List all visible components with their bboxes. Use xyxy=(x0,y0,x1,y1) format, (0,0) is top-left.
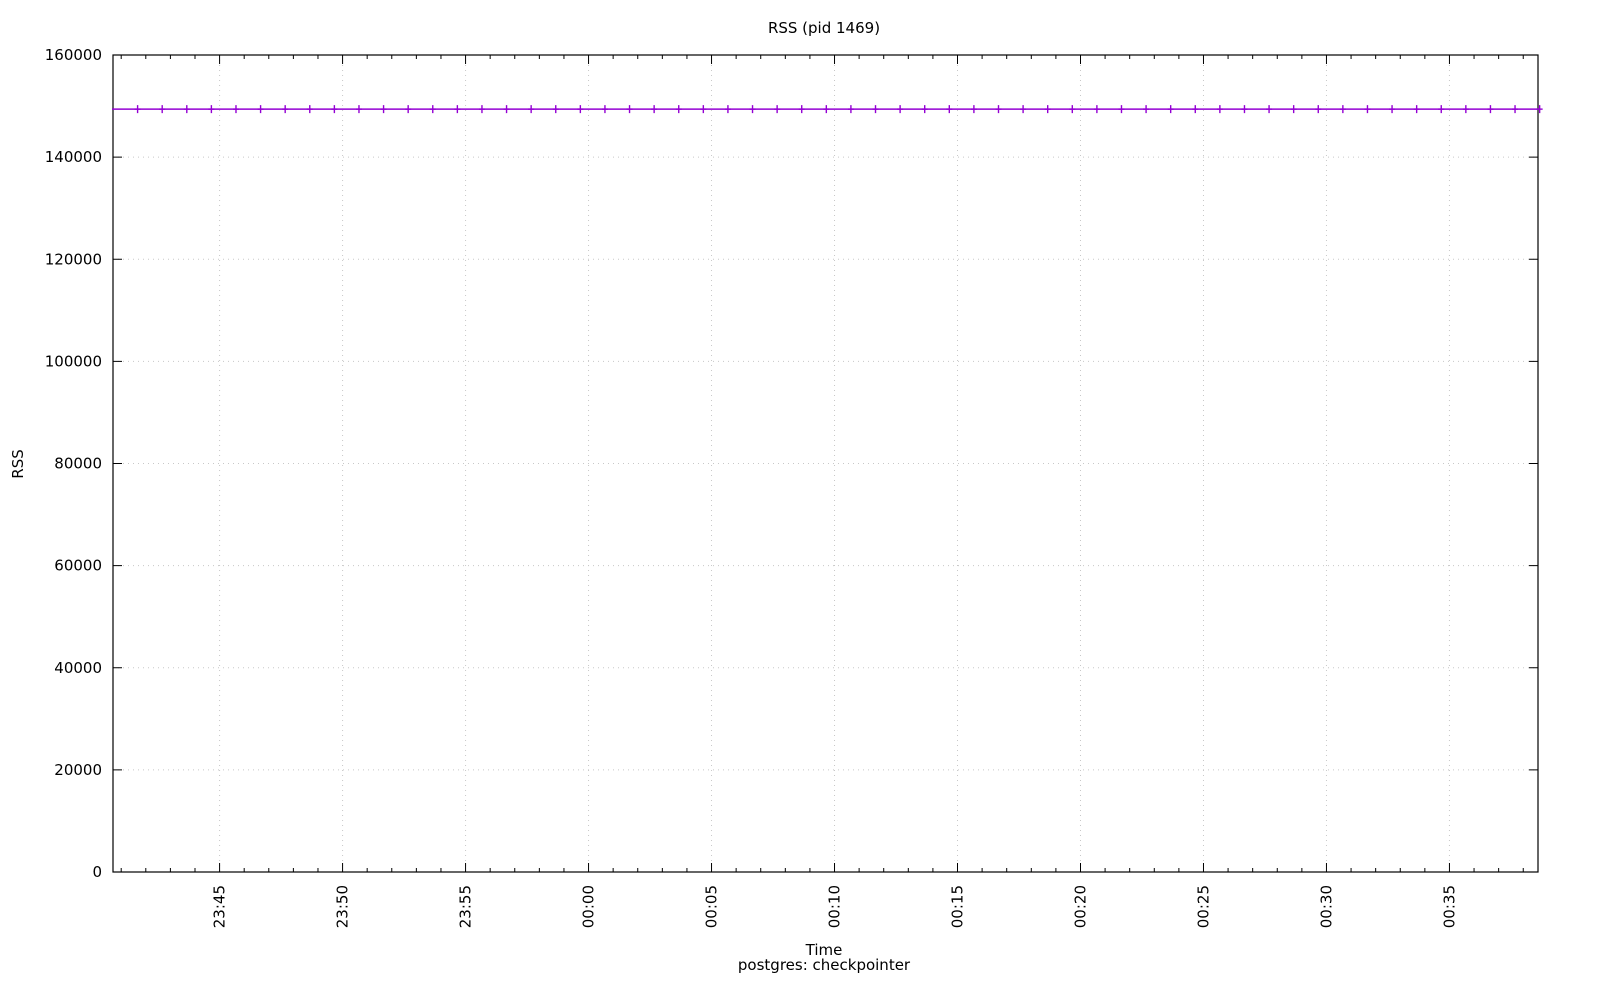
y-tick-label: 20000 xyxy=(54,761,102,779)
data-point xyxy=(675,105,682,114)
data-point xyxy=(1512,105,1519,114)
data-point xyxy=(798,105,805,114)
data-point xyxy=(1118,105,1125,114)
chart-subtitle: postgres: checkpointer xyxy=(738,956,911,974)
data-point xyxy=(601,105,608,114)
data-point xyxy=(651,105,658,114)
data-point xyxy=(921,105,928,114)
data-point xyxy=(1413,105,1420,114)
data-point xyxy=(1020,105,1027,114)
data-point xyxy=(1290,105,1297,114)
x-tick-label: 00:10 xyxy=(826,885,844,928)
data-point xyxy=(232,105,239,114)
data-point xyxy=(454,105,461,114)
data-point xyxy=(774,105,781,114)
data-point xyxy=(183,105,190,114)
data-point xyxy=(1389,105,1396,114)
data-point xyxy=(823,105,830,114)
data-point xyxy=(724,105,731,114)
x-tick-label: 23:45 xyxy=(211,885,229,928)
data-point xyxy=(1167,105,1174,114)
x-tick-label: 00:00 xyxy=(580,885,598,928)
data-point xyxy=(1462,105,1469,114)
x-tick-label: 00:20 xyxy=(1071,885,1089,928)
data-point xyxy=(1315,105,1322,114)
data-point xyxy=(700,105,707,114)
data-point xyxy=(1192,105,1199,114)
x-tick-label: 00:25 xyxy=(1194,885,1212,928)
data-point xyxy=(503,105,510,114)
data-point xyxy=(1216,105,1223,114)
data-point xyxy=(1044,105,1051,114)
data-point xyxy=(1241,105,1248,114)
x-tick-label: 23:55 xyxy=(457,885,475,928)
data-point xyxy=(749,105,756,114)
x-tick-label: 00:15 xyxy=(949,885,967,928)
data-point xyxy=(306,105,313,114)
data-point xyxy=(331,105,338,114)
x-tick-label: 00:35 xyxy=(1440,885,1458,928)
y-axis-label: RSS xyxy=(9,449,27,478)
data-point xyxy=(282,105,289,114)
data-point xyxy=(995,105,1002,114)
data-point xyxy=(970,105,977,114)
x-tick-label: 00:05 xyxy=(703,885,721,928)
data-point xyxy=(1364,105,1371,114)
y-tick-label: 140000 xyxy=(45,148,102,166)
data-point xyxy=(577,105,584,114)
y-tick-label: 100000 xyxy=(45,352,102,370)
data-point xyxy=(478,105,485,114)
data-point xyxy=(552,105,559,114)
data-point xyxy=(847,105,854,114)
data-point xyxy=(355,105,362,114)
data-point xyxy=(897,105,904,114)
y-tick-label: 160000 xyxy=(45,46,102,64)
data-point xyxy=(1093,105,1100,114)
y-tick-label: 0 xyxy=(92,863,102,881)
data-point xyxy=(257,105,264,114)
data-point xyxy=(1339,105,1346,114)
data-point xyxy=(380,105,387,114)
data-point xyxy=(159,105,166,114)
y-tick-label: 120000 xyxy=(45,250,102,268)
data-point xyxy=(429,105,436,114)
data-point xyxy=(872,105,879,114)
data-point xyxy=(208,105,215,114)
plot-border xyxy=(112,54,1539,873)
data-point xyxy=(1143,105,1150,114)
x-tick-label: 23:50 xyxy=(334,885,352,928)
data-point xyxy=(1069,105,1076,114)
x-tick-label: 00:30 xyxy=(1317,885,1335,928)
y-tick-label: 60000 xyxy=(54,557,102,575)
data-point xyxy=(946,105,953,114)
data-point xyxy=(626,105,633,114)
y-tick-label: 80000 xyxy=(54,455,102,473)
data-point xyxy=(134,105,141,114)
y-tick-label: 40000 xyxy=(54,659,102,677)
data-point xyxy=(1438,105,1445,114)
data-point xyxy=(1266,105,1273,114)
data-point xyxy=(1487,105,1494,114)
data-point xyxy=(1536,105,1543,114)
data-point xyxy=(405,105,412,114)
x-axis-label: Time xyxy=(805,941,843,959)
data-point xyxy=(528,105,535,114)
chart-title: RSS (pid 1469) xyxy=(768,19,880,37)
